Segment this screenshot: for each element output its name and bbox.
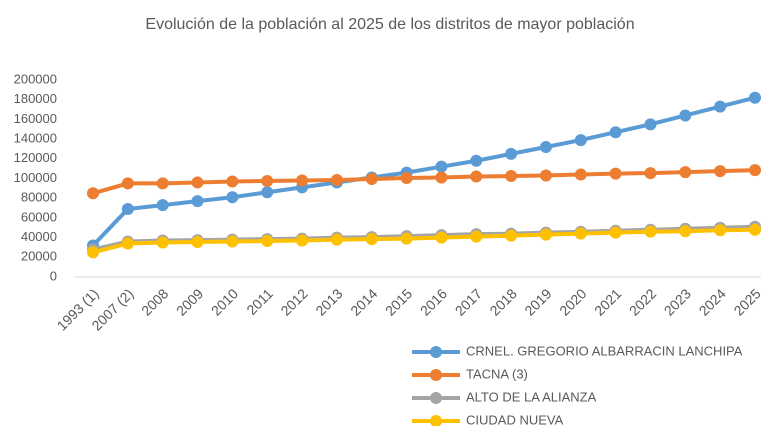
y-tick-label: 200000	[14, 71, 57, 86]
data-point	[539, 228, 552, 241]
data-point	[400, 172, 413, 185]
y-tick-label: 180000	[14, 91, 57, 106]
data-point	[644, 225, 657, 238]
data-point	[539, 169, 552, 182]
x-tick-label: 2023	[661, 285, 694, 318]
data-point	[121, 177, 134, 190]
data-point	[679, 166, 692, 179]
x-tick-label: 2008	[138, 285, 171, 318]
y-tick-label: 0	[50, 268, 57, 283]
data-point	[365, 172, 378, 185]
data-point	[609, 167, 622, 180]
data-point	[156, 236, 169, 249]
data-point	[714, 224, 727, 237]
data-point	[749, 164, 761, 177]
y-tick-label: 40000	[21, 229, 57, 244]
x-tick-label: 2015	[382, 285, 415, 318]
data-point	[714, 100, 727, 113]
data-point	[539, 140, 552, 153]
data-point	[261, 186, 274, 199]
data-point	[435, 231, 448, 244]
y-tick-label: 160000	[14, 111, 57, 126]
data-point	[226, 191, 239, 204]
data-point	[87, 187, 99, 200]
legend-label: CRNEL. GREGORIO ALBARRACIN LANCHIPA	[466, 343, 743, 358]
data-point	[296, 234, 309, 247]
data-point	[400, 232, 413, 245]
x-tick-label: 2011	[243, 285, 276, 318]
y-tick-label: 100000	[14, 170, 57, 185]
data-point	[644, 118, 657, 131]
data-point	[330, 173, 343, 186]
legend-label: CIUDAD NUEVA	[466, 412, 564, 426]
data-point	[644, 167, 657, 180]
chart-title: Evolución de la población al 2025 de los…	[145, 16, 634, 33]
y-tick-label: 20000	[21, 249, 57, 264]
data-point	[609, 226, 622, 239]
legend-label: ALTO DE LA ALIANZA	[466, 389, 597, 404]
data-point	[226, 235, 239, 248]
x-tick-label: 2012	[277, 285, 310, 318]
data-point	[87, 246, 99, 259]
x-tick-label: 2016	[417, 285, 450, 318]
data-point	[226, 175, 239, 188]
data-point	[121, 237, 134, 250]
data-point	[191, 176, 204, 189]
x-tick-label: 2009	[173, 285, 206, 318]
data-point	[679, 109, 692, 122]
data-point	[435, 171, 448, 184]
data-point	[121, 203, 134, 216]
x-tick-label: 2018	[487, 285, 520, 318]
data-point	[574, 227, 587, 240]
data-point	[505, 147, 518, 160]
legend-marker	[430, 415, 442, 426]
data-point	[609, 126, 622, 139]
data-point	[435, 160, 448, 173]
data-point	[679, 225, 692, 238]
data-point	[505, 170, 518, 183]
data-point	[470, 230, 483, 243]
data-point	[574, 168, 587, 181]
x-tick-label: 2017	[452, 285, 485, 318]
legend-marker	[430, 392, 442, 404]
data-point	[574, 134, 587, 147]
y-tick-label: 140000	[14, 131, 57, 146]
data-point	[296, 174, 309, 187]
x-tick-label: 2010	[208, 285, 241, 318]
data-point	[505, 229, 518, 242]
data-point	[261, 235, 274, 248]
x-tick-label: 2019	[521, 285, 554, 318]
data-point	[261, 174, 274, 187]
y-tick-label: 60000	[21, 209, 57, 224]
data-point	[470, 170, 483, 183]
data-point	[365, 233, 378, 246]
x-tick-label: 2021	[591, 285, 624, 318]
legend-label: TACNA (3)	[466, 366, 528, 381]
x-tick-label: 2020	[556, 285, 589, 318]
legend-marker	[430, 346, 442, 358]
x-tick-label: 2022	[626, 285, 659, 318]
legend-marker	[430, 369, 442, 381]
data-point	[191, 195, 204, 208]
x-tick-label: 2025	[730, 285, 761, 318]
y-tick-label: 80000	[21, 190, 57, 205]
data-point	[749, 223, 761, 236]
data-point	[330, 233, 343, 246]
data-point	[191, 236, 204, 249]
x-tick-label: 2014	[347, 285, 380, 318]
x-tick-label: 2013	[312, 285, 345, 318]
data-point	[156, 199, 169, 212]
y-tick-label: 120000	[14, 150, 57, 165]
data-point	[714, 165, 727, 178]
data-point	[156, 177, 169, 190]
data-point	[470, 154, 483, 167]
x-tick-label: 2024	[696, 285, 729, 318]
data-point	[749, 91, 761, 104]
